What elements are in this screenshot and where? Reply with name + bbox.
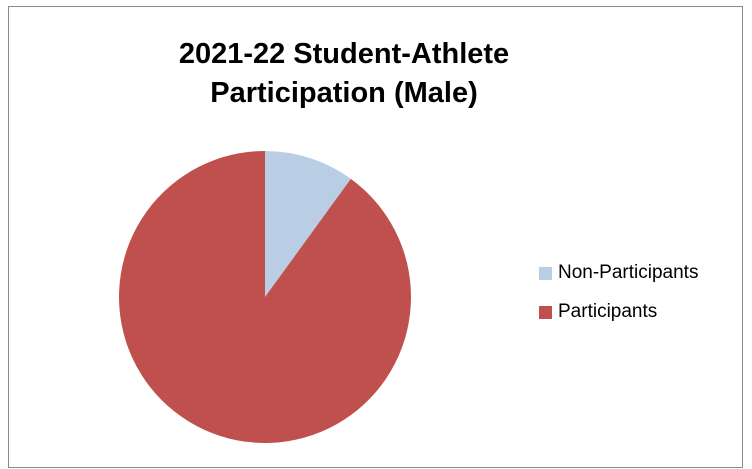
chart-title-line-1: 2021-22 Student-Athlete <box>178 38 510 70</box>
pie-chart <box>119 150 412 443</box>
legend-swatch-participants <box>539 305 552 319</box>
chart-title-line-2: Participation (Male) <box>210 77 478 109</box>
legend-item-non-participants: Non-Participants <box>539 262 698 284</box>
chart-title: 2021-22 Student-Athlete Participation (M… <box>39 35 649 113</box>
legend-label-participants: Participants <box>558 301 658 322</box>
legend-item-participants: Participants <box>539 301 698 323</box>
legend-label-non-participants: Non-Participants <box>558 262 699 283</box>
chart-frame: 2021-22 Student-Athlete Participation (M… <box>8 6 743 468</box>
chart-legend: Non-Participants Participants <box>539 262 698 340</box>
pie-slice-participants <box>119 151 412 443</box>
legend-swatch-non-participants <box>539 266 552 280</box>
pie-slice-non-participants <box>265 150 351 297</box>
